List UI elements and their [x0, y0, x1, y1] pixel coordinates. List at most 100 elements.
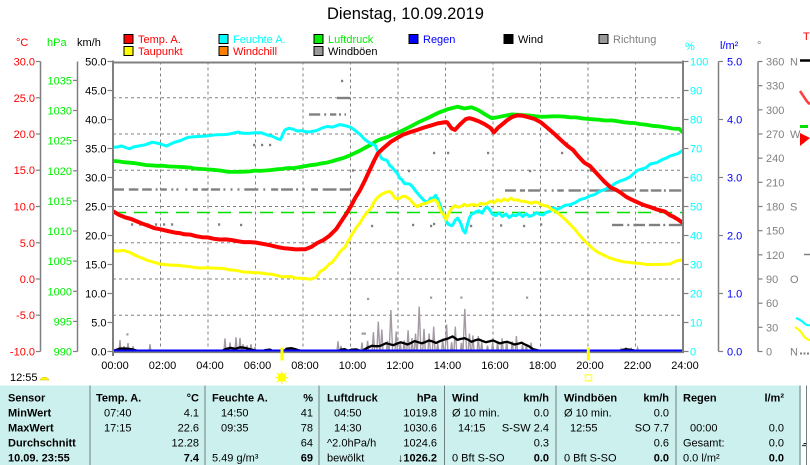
svg-text:08:00: 08:00 [291, 360, 319, 372]
svg-text:06:00: 06:00 [244, 360, 272, 372]
svg-text:30.0: 30.0 [85, 173, 106, 185]
svg-text:20: 20 [690, 289, 702, 301]
svg-text:Temp. A.: Temp. A. [138, 34, 181, 46]
svg-text:20:00: 20:00 [576, 360, 604, 372]
svg-text:18:00: 18:00 [529, 360, 557, 372]
svg-text:1030.6: 1030.6 [403, 423, 437, 435]
svg-text:bewölkt: bewölkt [327, 453, 364, 465]
svg-text:20.0: 20.0 [85, 231, 106, 243]
svg-text:30: 30 [690, 260, 702, 272]
svg-text:°C: °C [16, 37, 28, 49]
svg-text:Windböen: Windböen [328, 46, 378, 58]
svg-text:10:00: 10:00 [339, 360, 367, 372]
svg-text:12:55: 12:55 [10, 372, 38, 384]
svg-text:0.0: 0.0 [91, 347, 106, 359]
svg-text:24:00: 24:00 [671, 360, 699, 372]
svg-text:995: 995 [54, 316, 72, 328]
svg-text:14:30: 14:30 [334, 423, 362, 435]
svg-text:1010: 1010 [48, 226, 72, 238]
svg-text:00:00: 00:00 [101, 360, 129, 372]
svg-text:Windchill: Windchill [233, 46, 277, 58]
svg-text:360: 360 [766, 57, 784, 69]
svg-text:S-SW 2.4: S-SW 2.4 [502, 423, 549, 435]
svg-text:1024.6: 1024.6 [403, 438, 437, 450]
svg-text:3.0: 3.0 [727, 173, 742, 185]
svg-text:0 Bft S-SO: 0 Bft S-SO [564, 453, 617, 465]
svg-text:1030: 1030 [48, 106, 72, 118]
svg-text:90: 90 [690, 86, 702, 98]
svg-text:-5.0: -5.0 [16, 310, 35, 322]
svg-text:1019.8: 1019.8 [403, 408, 437, 420]
svg-text:17:15: 17:15 [104, 423, 132, 435]
svg-text:25.0: 25.0 [85, 202, 106, 214]
svg-text:Taupunkt: Taupunkt [138, 46, 183, 58]
svg-text:15.0: 15.0 [14, 165, 35, 177]
svg-text:100: 100 [690, 57, 708, 69]
svg-text:07:40: 07:40 [104, 408, 132, 420]
svg-text:80: 80 [690, 115, 702, 127]
svg-text:Ø 10 min.: Ø 10 min. [564, 408, 612, 420]
svg-text:30.0: 30.0 [14, 57, 35, 69]
svg-text:69: 69 [301, 453, 313, 465]
svg-text:10.0: 10.0 [14, 202, 35, 214]
svg-text:0.0: 0.0 [727, 347, 742, 359]
svg-text:T: T [803, 31, 810, 43]
svg-text:^2.0hPa/h: ^2.0hPa/h [327, 438, 376, 450]
svg-text:09:35: 09:35 [221, 423, 249, 435]
svg-text:0.0: 0.0 [534, 408, 549, 420]
svg-text:S: S [790, 202, 797, 214]
svg-text:04:50: 04:50 [334, 408, 362, 420]
svg-text:180: 180 [766, 202, 784, 214]
svg-text:14:00: 14:00 [434, 360, 462, 372]
svg-text:12:00: 12:00 [386, 360, 414, 372]
svg-text:1000: 1000 [48, 286, 72, 298]
svg-text:10.0: 10.0 [85, 289, 106, 301]
svg-text:64: 64 [301, 438, 313, 450]
svg-text:00:00: 00:00 [690, 423, 718, 435]
svg-text:22.6: 22.6 [178, 423, 199, 435]
svg-text:Regen: Regen [683, 393, 717, 405]
svg-text:330: 330 [766, 81, 784, 93]
svg-text:MaxWert: MaxWert [8, 423, 54, 435]
svg-text:10.09. 23:55: 10.09. 23:55 [8, 453, 70, 465]
svg-text:12:55: 12:55 [570, 423, 598, 435]
svg-text:l/m²: l/m² [764, 393, 784, 405]
svg-text:-10.0: -10.0 [10, 347, 35, 359]
svg-text:°: ° [757, 40, 761, 52]
svg-text:1005: 1005 [48, 256, 72, 268]
svg-text:SO 7.7: SO 7.7 [635, 423, 669, 435]
svg-text:02:00: 02:00 [149, 360, 177, 372]
svg-text:Sensor: Sensor [8, 393, 46, 405]
svg-text:°C: °C [187, 393, 199, 405]
svg-text:10: 10 [690, 318, 702, 330]
svg-text:km/h: km/h [77, 37, 101, 49]
svg-text:35.0: 35.0 [85, 144, 106, 156]
svg-text:0.3: 0.3 [534, 438, 549, 450]
svg-text:210: 210 [766, 177, 784, 189]
svg-text:Feuchte A.: Feuchte A. [233, 34, 286, 46]
svg-text:Luftdruck: Luftdruck [327, 393, 379, 405]
svg-text:45.0: 45.0 [85, 86, 106, 98]
svg-text:Luftdruck: Luftdruck [328, 34, 374, 46]
svg-text:0.0: 0.0 [20, 274, 35, 286]
svg-text:22:00: 22:00 [624, 360, 652, 372]
svg-text:0.0: 0.0 [769, 453, 784, 465]
svg-text:1015: 1015 [48, 196, 72, 208]
svg-text:hPa: hPa [47, 37, 67, 49]
svg-text:N: N [790, 57, 798, 69]
svg-text:N: N [790, 347, 798, 359]
svg-text:4.0: 4.0 [727, 115, 742, 127]
svg-text:Durchschnitt: Durchschnitt [8, 438, 76, 450]
svg-text:60: 60 [766, 298, 778, 310]
svg-text:25.0: 25.0 [14, 93, 35, 105]
svg-text:41: 41 [301, 408, 313, 420]
svg-text:270: 270 [766, 129, 784, 141]
svg-text:04:00: 04:00 [196, 360, 224, 372]
svg-text:2.0: 2.0 [727, 231, 742, 243]
svg-text:15.0: 15.0 [85, 260, 106, 272]
svg-text:1.0: 1.0 [727, 289, 742, 301]
svg-text:MinWert: MinWert [8, 408, 52, 420]
svg-text:0.0: 0.0 [769, 423, 784, 435]
svg-text:%: % [685, 41, 695, 53]
svg-text:90: 90 [766, 274, 778, 286]
